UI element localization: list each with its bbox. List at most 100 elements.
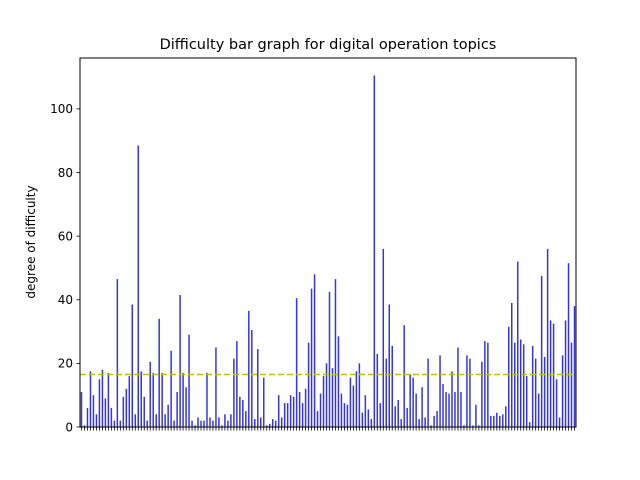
- bar-4: [92, 395, 95, 427]
- bar-159: [555, 379, 558, 427]
- bar-84: [331, 368, 334, 427]
- bar-86: [337, 336, 340, 427]
- bar-125: [454, 392, 456, 427]
- bars-group: [80, 75, 576, 428]
- bar-164: [570, 342, 573, 427]
- bar-34: [182, 372, 184, 427]
- bar-165: [573, 306, 576, 427]
- y-axis-label: degree of difficulty: [24, 185, 38, 298]
- bar-139: [496, 412, 498, 427]
- bar-157: [549, 320, 552, 427]
- bar-160: [558, 417, 561, 427]
- x-axis-ticks: [81, 427, 575, 431]
- bar-115: [424, 417, 426, 427]
- bar-23: [149, 361, 151, 427]
- bar-50: [230, 414, 232, 427]
- bar-137: [490, 415, 492, 427]
- bar-33: [179, 294, 181, 427]
- bar-88: [343, 403, 346, 427]
- bar-32: [176, 392, 178, 427]
- bar-127: [460, 392, 462, 427]
- bar-52: [236, 341, 238, 427]
- bar-155: [543, 357, 546, 427]
- bar-3: [89, 371, 92, 427]
- bar-85: [334, 279, 337, 427]
- bar-114: [421, 387, 423, 427]
- bar-97: [370, 419, 373, 427]
- bar-58: [254, 419, 256, 427]
- bar-69: [286, 403, 289, 427]
- bar-22: [146, 420, 148, 427]
- bar-72: [295, 298, 298, 427]
- bar-51: [233, 358, 235, 427]
- bar-36: [188, 334, 190, 427]
- bar-73: [298, 392, 301, 427]
- bar-31: [173, 420, 175, 427]
- bar-132: [475, 404, 477, 427]
- bar-5: [95, 414, 98, 427]
- bar-48: [224, 414, 226, 427]
- bar-121: [442, 384, 444, 427]
- bar-1: [83, 425, 86, 427]
- bar-122: [445, 392, 447, 427]
- bar-17: [131, 304, 134, 427]
- bar-42: [206, 372, 208, 427]
- bar-80: [319, 393, 322, 427]
- y-tick-label-20: 20: [58, 357, 73, 371]
- bar-56: [248, 310, 250, 427]
- bar-161: [561, 355, 564, 427]
- bar-147: [519, 339, 522, 427]
- bar-2: [86, 407, 89, 427]
- bar-28: [164, 414, 166, 427]
- bar-63: [268, 423, 271, 427]
- bar-107: [400, 419, 402, 427]
- bar-10: [110, 407, 113, 427]
- chart-title: Difficulty bar graph for digital operati…: [160, 37, 497, 53]
- bar-93: [358, 363, 361, 427]
- bar-0: [80, 392, 83, 427]
- bar-44: [212, 420, 214, 427]
- bar-105: [394, 406, 396, 427]
- bar-144: [511, 302, 513, 427]
- bar-7: [101, 369, 104, 427]
- bar-118: [433, 415, 435, 427]
- bar-62: [266, 425, 268, 427]
- bar-8: [104, 398, 107, 427]
- bar-26: [158, 318, 160, 427]
- bar-30: [170, 350, 172, 427]
- bar-103: [388, 304, 390, 427]
- bar-54: [242, 399, 244, 427]
- bar-20: [140, 371, 142, 427]
- bar-120: [439, 355, 441, 427]
- bar-163: [567, 263, 570, 427]
- bar-141: [502, 414, 504, 427]
- bar-89: [346, 404, 349, 427]
- bar-21: [143, 396, 145, 427]
- bar-35: [185, 387, 187, 427]
- bar-67: [280, 417, 283, 427]
- bar-74: [301, 403, 304, 427]
- bar-138: [493, 415, 495, 427]
- bar-71: [292, 396, 295, 427]
- bar-91: [352, 385, 355, 427]
- bar-162: [564, 320, 567, 427]
- bar-41: [203, 420, 205, 427]
- bar-148: [522, 344, 525, 427]
- bar-79: [316, 411, 319, 427]
- bar-98: [373, 75, 376, 427]
- bar-135: [484, 341, 486, 427]
- bar-146: [516, 261, 519, 427]
- bar-24: [152, 372, 154, 427]
- bar-11: [113, 420, 116, 427]
- bar-149: [525, 376, 528, 427]
- bar-113: [418, 419, 420, 427]
- bar-27: [161, 372, 163, 427]
- bar-18: [134, 414, 137, 427]
- bar-117: [430, 425, 432, 427]
- bar-119: [436, 411, 438, 427]
- bar-6: [98, 379, 101, 427]
- y-tick-label-40: 40: [58, 293, 73, 307]
- y-tick-label-100: 100: [50, 102, 73, 116]
- bar-77: [310, 288, 313, 428]
